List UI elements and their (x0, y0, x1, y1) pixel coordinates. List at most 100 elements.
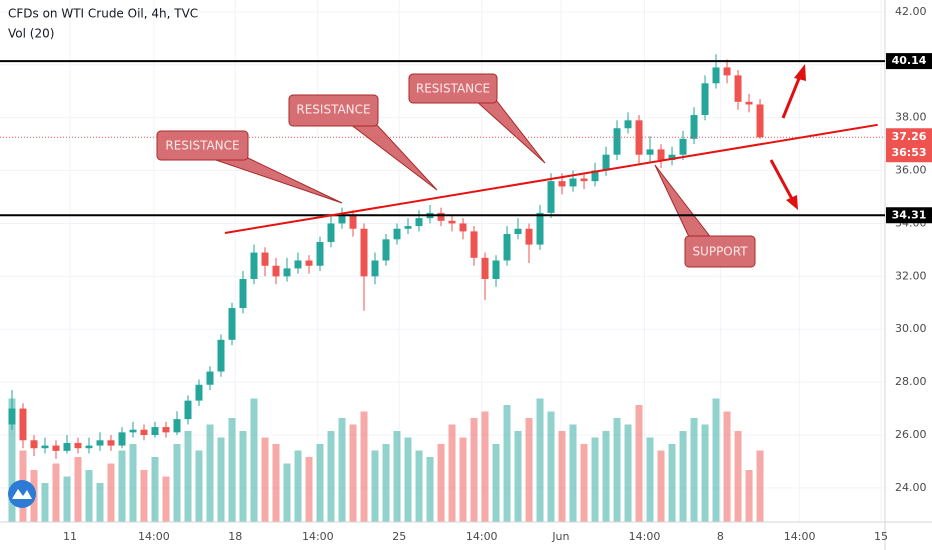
candle-body (415, 218, 423, 227)
volume-bar (690, 418, 698, 522)
x-tick-label: 14:00 (302, 530, 334, 543)
volume-bar (745, 470, 753, 522)
candle-body (305, 260, 313, 266)
candle-body (206, 371, 214, 385)
candle-body (283, 268, 291, 277)
candle-body (41, 445, 49, 449)
volume-pane (8, 398, 764, 522)
candle-body (162, 427, 170, 433)
candle-body (679, 138, 687, 155)
candle-body (701, 83, 709, 116)
volume-bar (536, 398, 544, 522)
callout-pointer (348, 123, 438, 191)
candle-body (338, 215, 346, 224)
volume-bar (151, 457, 159, 522)
candle-body (723, 67, 731, 76)
candle-body (217, 339, 225, 372)
callout: RESISTANCE (288, 94, 438, 191)
volume-bar (96, 483, 104, 522)
volume-label: Vol (20) (8, 27, 54, 41)
logo[interactable] (8, 480, 36, 508)
volume-bar (734, 431, 742, 522)
volume-bar (426, 457, 434, 522)
x-tick-label: 25 (392, 530, 406, 543)
logo-circle[interactable] (8, 480, 36, 508)
volume-bar (657, 450, 665, 522)
volume-bar (74, 457, 82, 522)
candle-body (30, 440, 38, 449)
candle-body (393, 228, 401, 240)
candle-body (448, 220, 456, 224)
candle-body (118, 432, 126, 446)
callout: RESISTANCE (156, 130, 343, 204)
candle-body (668, 154, 676, 160)
candle-body (756, 104, 764, 138)
callout: SUPPORT (654, 164, 756, 268)
x-tick-label: 14:00 (629, 530, 661, 543)
volume-bar (206, 424, 214, 522)
volume-bar (382, 444, 390, 522)
logo-glyph (12, 489, 32, 499)
y-tick-label: 42.00 (895, 5, 927, 18)
candle-body (360, 228, 368, 277)
y-tick-label: 26.00 (895, 428, 927, 441)
volume-bar (8, 398, 16, 522)
volume-bar (602, 431, 610, 522)
volume-bar (162, 476, 170, 522)
volume-bar (294, 450, 302, 522)
candle-body (613, 128, 621, 155)
volume-bar (613, 418, 621, 522)
candle-body (239, 278, 247, 309)
volume-bar (756, 450, 764, 522)
callout-text: RESISTANCE (296, 103, 370, 117)
arrow-up (781, 75, 802, 119)
callout-box (156, 130, 249, 161)
level-label-box (886, 53, 932, 70)
volume-bar (360, 411, 368, 522)
x-tick-label: 8 (717, 530, 724, 543)
last-price-box (886, 128, 932, 163)
candle-body (569, 178, 577, 187)
volume-bar (448, 424, 456, 522)
candle-body (459, 223, 467, 232)
candle-body (734, 75, 742, 102)
candle-body (657, 149, 665, 160)
callout-box (288, 94, 379, 127)
level-label: 34.31 (892, 208, 927, 221)
candle-body (712, 67, 720, 84)
volume-bar (635, 405, 643, 522)
candle-body (514, 228, 522, 235)
y-tick-label: 32.00 (895, 269, 927, 282)
volume-bar (503, 405, 511, 522)
x-tick-label: 18 (228, 530, 242, 543)
y-tick-label: 28.00 (895, 375, 927, 388)
callout-text: RESISTANCE (165, 139, 239, 153)
volume-bar (580, 444, 588, 522)
volume-bar (569, 424, 577, 522)
volume-bar (459, 437, 467, 522)
candle-body (371, 260, 379, 277)
candle-body (745, 101, 753, 105)
volume-bar (195, 450, 203, 522)
candle-body (173, 419, 181, 433)
level-label: 40.14 (892, 54, 927, 67)
candle-body (294, 260, 302, 269)
candle-body (492, 260, 500, 279)
volume-bar (525, 418, 533, 522)
volume-bar (679, 431, 687, 522)
y-tick-label: 24.00 (895, 481, 927, 494)
candle-body (316, 241, 324, 266)
x-tick-label: 14:00 (138, 530, 170, 543)
candle-body (74, 442, 82, 449)
volume-bar (250, 398, 258, 522)
candle-body (437, 212, 445, 221)
volume-bar (173, 444, 181, 522)
candle-body (85, 445, 93, 449)
level-label-box (886, 207, 932, 224)
candle-body (503, 234, 511, 261)
price-pane (8, 54, 764, 459)
candle-body (195, 384, 203, 401)
volume-bar (437, 444, 445, 522)
